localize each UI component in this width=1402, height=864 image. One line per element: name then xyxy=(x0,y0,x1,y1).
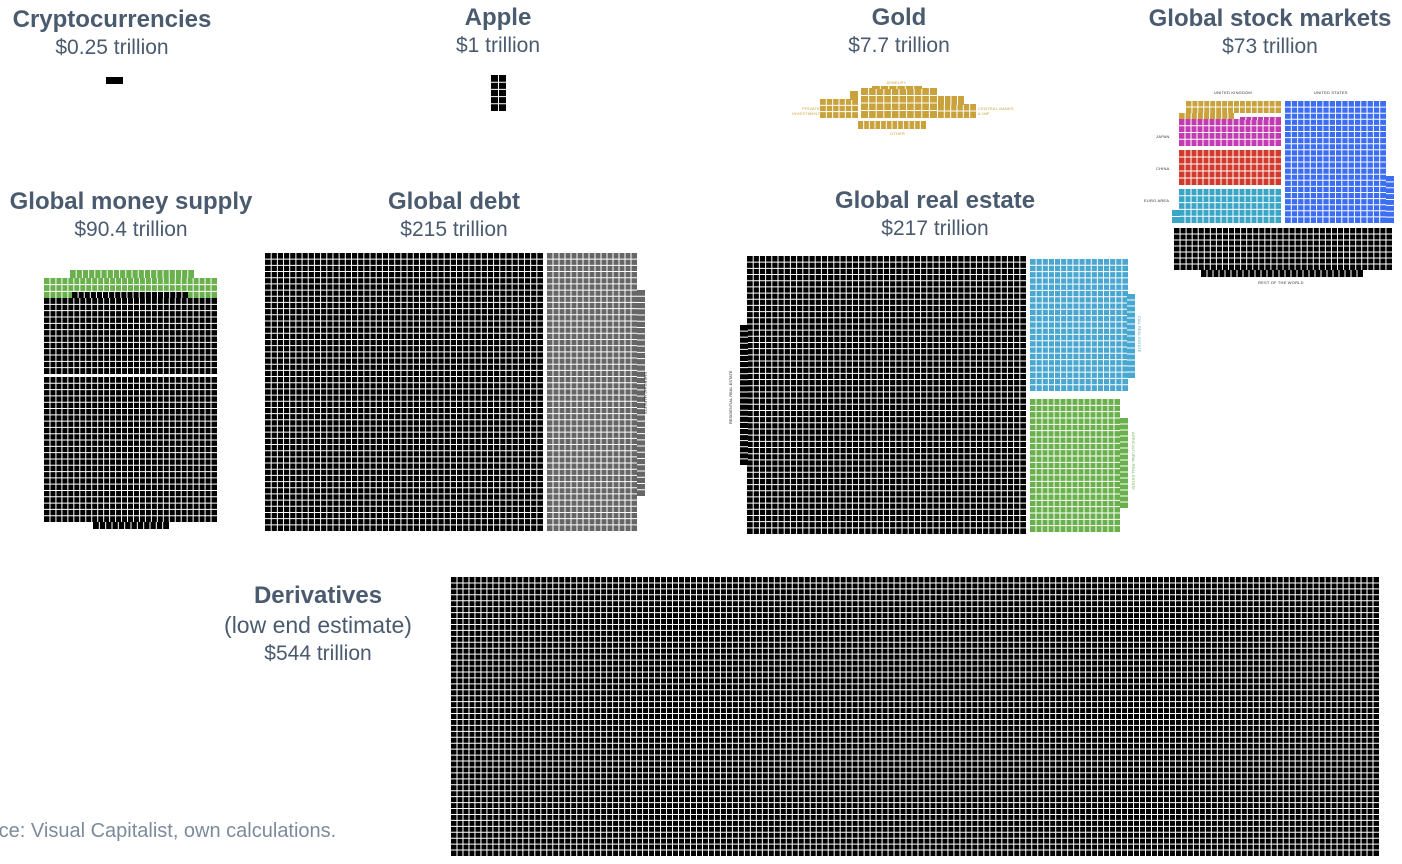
stocks-china-cells xyxy=(1179,150,1281,185)
derivatives-title-block: Derivatives (low end estimate) $544 tril… xyxy=(200,582,436,668)
stocks-japan-step xyxy=(1240,117,1281,120)
gold-private-cells xyxy=(820,99,858,118)
debt-emerging-cells xyxy=(547,253,637,531)
debt-title-block: Global debt $215 trillion xyxy=(364,188,544,244)
money-black-cells xyxy=(44,298,217,374)
stocks-us-step xyxy=(1386,176,1394,223)
crypto-title-block: Cryptocurrencies $0.25 trillion xyxy=(0,6,224,62)
debt-value: $215 trillion xyxy=(400,218,508,241)
stocks-uk-step xyxy=(1179,113,1234,119)
gold-other-cells xyxy=(858,121,926,129)
re-agricultural-label: Agricultural real estate xyxy=(1131,432,1136,490)
derivatives-cells xyxy=(451,577,1379,856)
gold-central-top xyxy=(938,96,964,105)
stocks-value: $73 trillion xyxy=(1222,35,1318,58)
stocks-uk-label: United Kingdom xyxy=(1214,90,1252,95)
crypto-value: $0.25 trillion xyxy=(55,36,169,59)
debt-emerging-label: Emerging markets xyxy=(643,372,648,415)
money-black-lower xyxy=(44,377,217,522)
re-commercial-step xyxy=(1127,294,1135,378)
apple-waffle xyxy=(491,75,506,111)
gold-jewelry-cells xyxy=(861,88,937,118)
stocks-euro-cells xyxy=(1179,189,1281,223)
re-agricultural-step xyxy=(1120,418,1128,508)
gold-jewelry-label: Jewelry xyxy=(886,80,907,85)
gold-private-label: Private investment xyxy=(792,106,820,116)
re-residential-step xyxy=(740,325,748,465)
re-commercial-label: Cial real estate xyxy=(1137,316,1142,353)
money-black-top xyxy=(72,292,188,298)
re-residential-cells xyxy=(747,256,1026,534)
derivatives-title: Derivatives xyxy=(253,582,383,609)
stocks-us-cells xyxy=(1285,101,1386,223)
debt-emerging-step xyxy=(637,290,645,496)
gold-central-label: Central banks & IMF xyxy=(978,106,1014,116)
re-commercial-cells xyxy=(1030,259,1128,391)
money-green-top xyxy=(70,270,194,278)
stocks-uk-cells xyxy=(1186,101,1281,113)
debt-main-cells xyxy=(265,253,543,531)
stocks-china-label: China xyxy=(1156,166,1170,171)
money-black-bottom xyxy=(93,522,169,529)
apple-value: $1 trillion xyxy=(455,34,541,57)
gold-central-cells xyxy=(938,104,976,118)
derivatives-subtitle: (low end estimate) xyxy=(224,612,412,638)
apple-title: Apple xyxy=(464,4,532,31)
stocks-rest-cells xyxy=(1174,228,1392,270)
stocks-title-block: Global stock markets $73 trillion xyxy=(1140,5,1400,61)
stocks-title: Global stock markets xyxy=(1148,5,1392,32)
stocks-euro-label: Euro Area xyxy=(1144,198,1170,203)
stocks-rest-label: Rest of the world xyxy=(1258,280,1304,285)
realestate-title: Global real estate xyxy=(834,187,1036,214)
source-note: rce: Visual Capitalist, own calculations… xyxy=(0,820,337,842)
gold-jewelry-top xyxy=(872,86,922,89)
stocks-japan-label: Japan xyxy=(1156,134,1170,139)
stocks-us-label: United States xyxy=(1314,90,1348,95)
stocks-euro-step xyxy=(1172,210,1180,223)
re-residential-label: Residential real estate xyxy=(728,370,733,424)
stocks-japan-cells xyxy=(1179,119,1281,146)
gold-title-block: Gold $7.7 trillion xyxy=(818,4,980,60)
gold-other-label: Other xyxy=(890,131,905,136)
realestate-value: $217 trillion xyxy=(881,217,989,240)
derivatives-value: $544 trillion xyxy=(264,642,372,665)
realestate-title-block: Global real estate $217 trillion xyxy=(815,187,1055,243)
crypto-title: Cryptocurrencies xyxy=(12,6,212,33)
gold-value: $7.7 trillion xyxy=(848,34,950,57)
gold-private-top xyxy=(850,91,858,100)
re-agricultural-cells xyxy=(1030,399,1120,532)
stocks-rest-bottom xyxy=(1201,270,1363,277)
money-title-block: Global money supply $90.4 trillion xyxy=(2,188,260,244)
debt-title: Global debt xyxy=(388,188,520,215)
money-value: $90.4 trillion xyxy=(74,218,188,241)
crypto-waffle xyxy=(106,77,123,84)
gold-title: Gold xyxy=(871,4,927,31)
apple-title-block: Apple $1 trillion xyxy=(418,4,578,60)
money-title: Global money supply xyxy=(9,188,253,215)
